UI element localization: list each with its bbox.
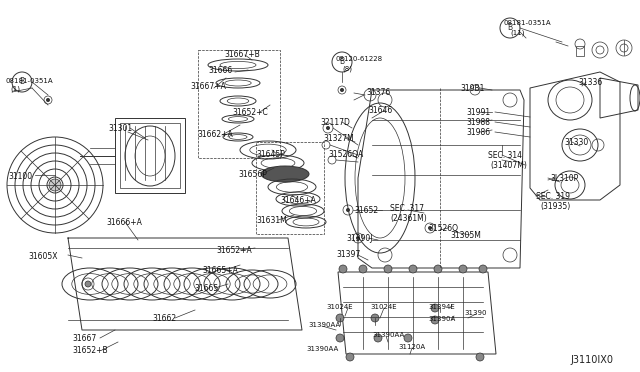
Text: J3110IX0: J3110IX0 [570,355,613,365]
Text: 31390A: 31390A [428,316,455,322]
Text: 31667+A: 31667+A [190,82,226,91]
Text: 31665+A: 31665+A [202,266,238,275]
Text: 31100: 31100 [8,172,32,181]
Text: (11): (11) [510,30,525,36]
Text: SEC. 317: SEC. 317 [390,204,424,213]
Text: 31652+B: 31652+B [72,346,108,355]
Text: 31390AA: 31390AA [306,346,339,352]
Text: 31390AA: 31390AA [372,332,404,338]
Bar [115,118,185,193]
Text: 31667: 31667 [72,334,96,343]
Circle shape [479,265,487,273]
Text: 08120-61228: 08120-61228 [336,56,383,62]
Circle shape [434,265,442,273]
Circle shape [428,226,432,230]
Circle shape [476,353,484,361]
Text: 08181-0351A: 08181-0351A [504,20,552,26]
Text: 31330: 31330 [564,138,588,147]
Text: 31327M: 31327M [323,134,354,143]
Circle shape [431,316,439,324]
Bar [120,123,180,188]
Text: 31991: 31991 [466,108,490,117]
Circle shape [346,208,350,212]
Text: 31667+B: 31667+B [224,50,260,59]
Text: 31666: 31666 [208,66,232,75]
Text: (31407M): (31407M) [490,161,527,170]
Text: B: B [339,58,344,67]
Text: B: B [508,23,513,32]
Text: 31986: 31986 [466,128,490,137]
Text: 31301: 31301 [108,124,132,133]
Text: 31665: 31665 [194,284,218,293]
Circle shape [371,314,379,322]
Circle shape [384,265,392,273]
Text: 31605X: 31605X [28,252,58,261]
Text: 31631M: 31631M [256,216,287,225]
Text: (8): (8) [342,66,352,73]
Text: SEC. 319: SEC. 319 [536,192,570,201]
Circle shape [85,281,91,287]
Text: 31646: 31646 [368,106,392,115]
Text: 31376: 31376 [366,88,390,97]
Text: 31394E: 31394E [428,304,455,310]
Circle shape [346,353,354,361]
Text: 31526QA: 31526QA [328,150,364,159]
Text: 31397: 31397 [336,250,360,259]
Text: 32117D: 32117D [320,118,350,127]
Circle shape [374,334,382,342]
Text: 319B1: 319B1 [460,84,484,93]
Text: 31645P: 31645P [256,150,285,159]
Text: 31652: 31652 [354,206,378,215]
Circle shape [49,179,61,191]
Text: 31652+C: 31652+C [232,108,268,117]
Text: B: B [19,77,24,87]
Text: 31305M: 31305M [450,231,481,240]
Bar [198,50,280,158]
Circle shape [459,265,467,273]
Text: 08181-0351A: 08181-0351A [5,78,52,84]
Bar [256,142,324,234]
Circle shape [340,88,344,92]
Circle shape [336,314,344,322]
Text: SEC. 314: SEC. 314 [488,151,522,160]
Circle shape [404,334,412,342]
Text: 31662+A: 31662+A [197,130,233,139]
Text: (24361M): (24361M) [390,214,427,223]
Text: 31662: 31662 [152,314,176,323]
Text: 31646+A: 31646+A [280,196,316,205]
Text: 31390: 31390 [464,310,486,316]
Text: 31024E: 31024E [370,304,397,310]
Circle shape [336,334,344,342]
Circle shape [359,265,367,273]
Circle shape [46,98,50,102]
Text: 31526Q: 31526Q [428,224,458,233]
Text: 31652+A: 31652+A [216,246,252,255]
Bar [576,46,584,56]
Text: 31988: 31988 [466,118,490,127]
Text: 31390AA: 31390AA [308,322,340,328]
Ellipse shape [261,166,309,182]
Text: 31390J: 31390J [346,234,372,243]
Circle shape [356,236,360,240]
Text: 31024E: 31024E [326,304,353,310]
Circle shape [431,304,439,312]
Text: (1): (1) [10,86,20,93]
Text: 31666+A: 31666+A [106,218,142,227]
Text: 31656P: 31656P [238,170,267,179]
Text: (31935): (31935) [540,202,570,211]
Circle shape [326,126,330,130]
Circle shape [409,265,417,273]
Text: 3L310P: 3L310P [550,174,579,183]
Text: 31336: 31336 [578,78,602,87]
Circle shape [339,265,347,273]
Text: 31120A: 31120A [398,344,425,350]
